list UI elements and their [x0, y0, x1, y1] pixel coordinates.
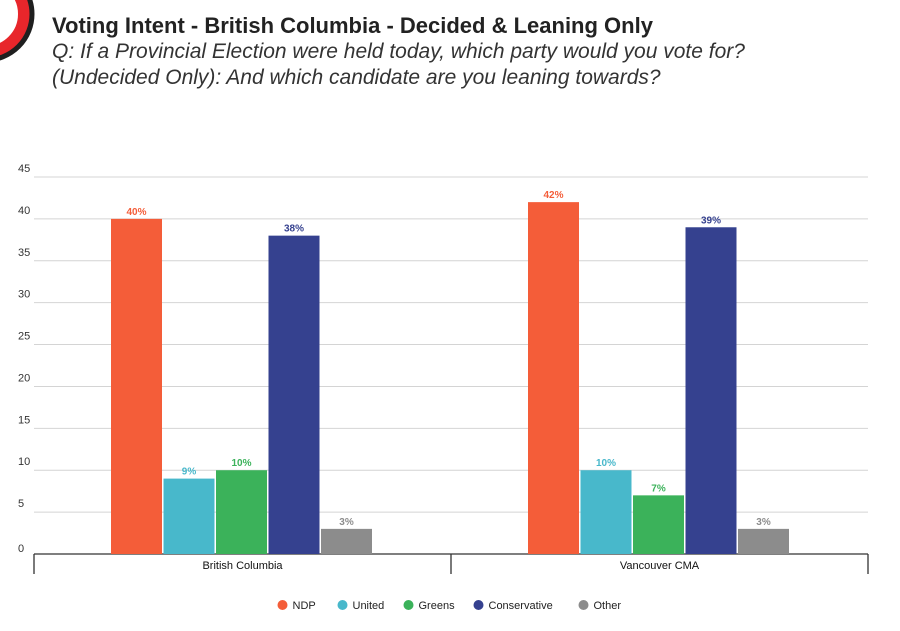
question-line-2: (Undecided Only): And which candidate ar… [52, 66, 661, 89]
bar-conservative-1 [268, 235, 320, 554]
data-label-greens-1: 10% [231, 458, 251, 469]
data-label-conservative-1: 38% [284, 224, 304, 235]
y-tick-label-5: 5 [18, 498, 24, 510]
y-tick-label-20: 20 [18, 372, 30, 384]
header: Voting Intent - British Columbia - Decid… [52, 12, 897, 91]
bar-ndp-1 [111, 218, 162, 554]
question-line-1: Q: If a Provincial Election were held to… [52, 40, 745, 63]
legend-label-ndp: NDP [293, 600, 316, 612]
legend-label-conservative: Conservative [489, 600, 553, 612]
data-label-united-2: 10% [596, 458, 616, 469]
legend-marker-conservative [473, 600, 484, 610]
y-tick-label-10: 10 [18, 456, 30, 468]
brand-logo [0, 0, 35, 61]
legend-marker-united [337, 600, 348, 610]
bar-ndp-2 [528, 202, 579, 554]
y-tick-label-30: 30 [18, 289, 30, 301]
legend-marker-greens [403, 600, 414, 610]
y-tick-label-35: 35 [18, 247, 30, 259]
bar-other-2 [738, 528, 789, 554]
y-tick-label-0: 0 [18, 543, 24, 555]
legend-marker-other [578, 600, 589, 610]
y-tick-label-25: 25 [18, 331, 30, 343]
data-label-united-1: 9% [182, 467, 197, 478]
data-label-conservative-2: 39% [701, 215, 721, 226]
data-label-other-1: 3% [339, 517, 354, 528]
data-label-ndp-2: 42% [543, 190, 563, 201]
y-tick-label-40: 40 [18, 205, 30, 217]
legend-label-other: Other [594, 600, 622, 612]
bar-other-1 [321, 528, 372, 554]
y-tick-label-15: 15 [18, 414, 30, 426]
chart-title: Voting Intent - British Columbia - Decid… [52, 13, 653, 38]
data-label-ndp-1: 40% [126, 207, 146, 218]
data-label-other-2: 3% [756, 517, 771, 528]
bar-greens-1 [216, 470, 267, 554]
bar-greens-2 [633, 495, 684, 554]
bar-united-2 [580, 470, 632, 554]
category-label-1: British Columbia [202, 560, 283, 572]
data-label-greens-2: 7% [651, 483, 666, 494]
category-label-2: Vancouver CMA [620, 560, 700, 572]
bar-united-1 [163, 478, 215, 554]
y-tick-label-45: 45 [18, 163, 30, 175]
legend-label-greens: Greens [419, 600, 456, 612]
legend-label-united: United [353, 600, 385, 612]
bar-conservative-2 [685, 227, 737, 554]
legend-marker-ndp [277, 600, 288, 610]
